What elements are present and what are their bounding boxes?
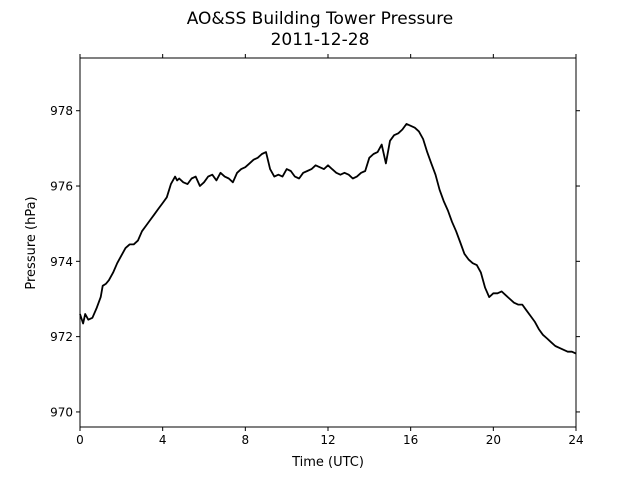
- y-tick-label: 976: [50, 180, 73, 194]
- x-tick-label: 24: [568, 433, 583, 447]
- x-tick-label: 4: [159, 433, 167, 447]
- y-tick-label: 972: [50, 330, 73, 344]
- y-tick-label: 970: [50, 405, 73, 419]
- x-tick-label: 20: [486, 433, 501, 447]
- x-axis: 0 4 8 12 16 20 24: [76, 54, 584, 447]
- y-tick-label: 978: [50, 104, 73, 118]
- chart-title: AO&SS Building Tower Pressure: [187, 9, 454, 29]
- x-tick-label: 12: [320, 433, 335, 447]
- x-tick-label: 0: [76, 433, 84, 447]
- plot-area: [79, 123, 577, 355]
- pressure-series-line: [79, 123, 577, 355]
- x-tick-label: 16: [403, 433, 418, 447]
- plot-frame: [79, 57, 577, 428]
- y-axis: 970 972 974 976 978: [50, 104, 580, 419]
- y-tick-label: 974: [50, 255, 73, 269]
- chart-subtitle: 2011-12-28: [271, 30, 370, 50]
- y-axis-label: Pressure (hPa): [24, 196, 39, 289]
- x-tick-label: 8: [242, 433, 250, 447]
- x-axis-label: Time (UTC): [291, 455, 364, 470]
